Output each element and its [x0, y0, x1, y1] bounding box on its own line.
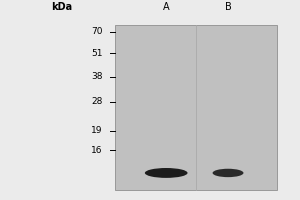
Text: B: B: [225, 2, 231, 12]
Text: 19: 19: [92, 126, 103, 135]
Text: A: A: [163, 2, 169, 12]
Text: 16: 16: [92, 146, 103, 155]
Text: 28: 28: [92, 97, 103, 106]
Text: 38: 38: [92, 72, 103, 81]
Text: kDa: kDa: [51, 2, 72, 12]
Ellipse shape: [145, 168, 188, 178]
Text: 70: 70: [92, 27, 103, 36]
Text: 51: 51: [92, 49, 103, 58]
FancyBboxPatch shape: [115, 25, 277, 190]
Ellipse shape: [213, 169, 244, 177]
